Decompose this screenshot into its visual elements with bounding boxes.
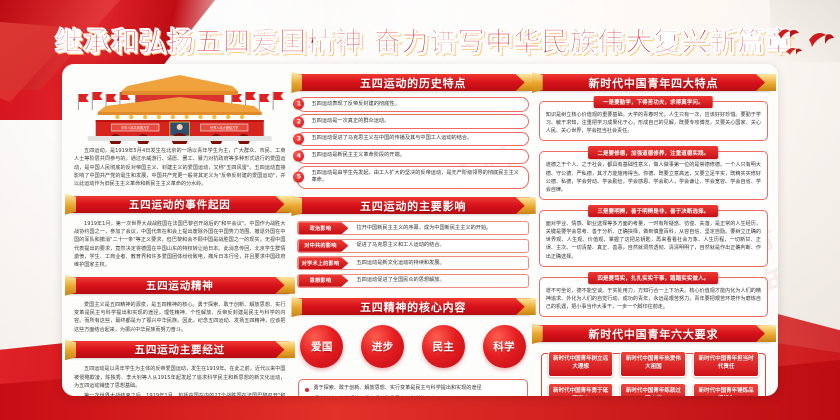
section-heading-process: 五四运动主要经过 <box>70 341 290 359</box>
section-heading-label: 五四精神的核心内容 <box>359 300 467 314</box>
process-paragraph-2: 第一次世界大战结束之后，1919年1月，包括中国在内的27个战胜国在法国巴黎召开… <box>84 392 286 397</box>
process-paragraph-1: 五四运动是以青年学生为主体的反帝爱国运动，发生在1919年。在此之前，近代以来中… <box>74 366 286 389</box>
feature-body: 道德之于个人、之于社会，都具有基础性意义，做人做事第一位的是崇德修德。一个人只有… <box>545 162 761 193</box>
gate-right-slogan: 世界人民大团结万岁 <box>210 125 238 130</box>
core-spirit-circles: 爱国 进步 民主 科学 <box>296 319 529 372</box>
intro-text: 五四运动，是1919年5月4日发生在北京的一场以青年学生为主，广大群众、市民、工… <box>74 148 286 187</box>
item-number-badge: 2 <box>293 116 305 128</box>
list-item: 5 五四运动是由学生先发起，由工人扩大的坚决的反帝运动，是无产阶级领导的彻底民主… <box>293 166 529 189</box>
item-text: 五四运动是一次真正的群众运动。 <box>311 117 390 124</box>
tiananmen-illustration: 中华人民共和国万岁 世界人民大团结万岁 <box>70 72 289 144</box>
list-item: 4 五四运动是新民主主义革命阶段的开端。 <box>293 148 529 164</box>
feature-label: 四是要笃实，扎扎实实干事，踏踏实实做人。 <box>588 271 719 285</box>
bullet-text: 勇于探索、敢于创新、解放思想、实行变革是民主与科学提出和实现的途径 <box>313 385 482 392</box>
impact-tag: 思想影响 <box>298 275 348 287</box>
impact-tag: 对学术上的影响 <box>298 257 348 269</box>
section-heading-youth-features: 新时代中国青年四大特点 <box>536 74 770 91</box>
impact-tag: 政治影响 <box>298 222 348 234</box>
section-heading-six-requirements: 新时代中国青年六大要求 <box>536 325 770 343</box>
feature-card-2: 二是要修德，加强道德修养，注重道德实践。 道德之于个人、之于社会，都具有基础性意… <box>538 146 768 200</box>
item-number-badge: 4 <box>293 150 305 162</box>
spirit-body: 爱国主义是五四精神的源泉，是五四精神的核心。勇于探索、敢于创新、解放思想、实行变… <box>70 298 289 338</box>
bullet-dot-icon <box>305 387 310 392</box>
section-heading-label: 五四运动的事件起因 <box>128 198 231 211</box>
list-item: 1 五四运动表现了反帝反封建的彻底性。 <box>293 97 529 112</box>
feature-card-3: 三是要明辨，善于明辨是非，善于决断选择。 面对学业、情感、职业选择等多方面的考量… <box>538 204 768 267</box>
item-text: 五四运动是由学生先发起，由工人扩大的坚决的反帝运动，是无产阶级领导的彻底民主主义… <box>311 169 519 184</box>
item-text: 五四运动是新民主主义革命阶段的开端。 <box>311 152 405 159</box>
requirement-cell: 新时代中国青年锤炼品德修为 <box>693 383 759 396</box>
middle-column: 五四运动的历史特点 1 五四运动表现了反帝反封建的彻底性。 2 五四运动是一次真… <box>293 70 530 396</box>
core-circle-patriotism: 爱国 <box>300 325 344 369</box>
feature-label: 三是要明辨，善于明辨是非，善于决断选择。 <box>588 204 719 218</box>
list-item: 思想影响 五四运动促进了全国民众的思想解放。 <box>297 273 529 288</box>
feature-label: 一是要勤学，下得苦功夫，求得真学问。 <box>594 96 713 109</box>
page-header: 继承和弘扬五四爱国精神 奋力谱写中华民族伟大复兴新篇章 <box>0 14 840 66</box>
core-spirit-bullets: 勇于探索、敢于创新、解放思想、实行变革是民主与科学提出和实现的途径 理性精神、个… <box>298 379 528 396</box>
item-number-badge: 3 <box>293 133 305 145</box>
section-heading-historical-features: 五四运动的历史特点 <box>296 74 530 91</box>
left-column: 中华人民共和国万岁 世界人民大团结万岁 五四运动，是1919年5月4日发生在北京… <box>70 70 290 396</box>
page-title: 继承和弘扬五四爱国精神 奋力谱写中华民族伟大复兴新篇章 <box>55 26 794 58</box>
feature-card-1: 一是要勤学，下得苦功夫，求得真学问。 知识是树立核心价值观的重要基础。大学的青春… <box>538 96 768 142</box>
title-container: 继承和弘扬五四爱国精神 奋力谱写中华民族伟大复兴新篇章 <box>55 16 793 62</box>
requirement-cell: 新时代中国青年练就过硬本领 <box>620 383 687 396</box>
list-item: 勇于探索、敢于创新、解放思想、实行变革是民主与科学提出和实现的途径 <box>305 385 520 393</box>
right-column: 新时代中国青年四大特点 一是要勤学，下得苦功夫，求得真学问。 知识是树立核心价值… <box>536 70 770 396</box>
requirement-cell: 新时代中国青年热爱伟大祖国 <box>620 351 687 378</box>
main-impact-list: 政治影响 拉开中国新民主主义的序幕，成为中国新民主主义的开始。 对中共的影响 促… <box>296 218 529 294</box>
gate-left-slogan: 中华人民共和国万岁 <box>121 125 149 130</box>
cause-paragraph: 1919年1月，第一次世界大战战胜国在法国巴黎召开战后的"和平会议"。中国作为战… <box>74 220 286 268</box>
section-heading-label: 五四运动的历史特点 <box>359 76 467 90</box>
section-heading-label: 五四运动主要经过 <box>134 344 225 357</box>
item-number-badge: 1 <box>293 98 305 110</box>
impact-tag: 对中共的影响 <box>298 240 348 252</box>
core-circle-science: 科学 <box>482 325 526 369</box>
impact-text: 五四运动是新文化运动的持续和发展。 <box>356 259 445 266</box>
requirement-cell: 新时代中国青年担当时代责任 <box>693 351 759 378</box>
section-heading-label: 五四运动精神 <box>145 279 214 292</box>
item-number-badge: 5 <box>293 171 305 183</box>
feature-card-4: 四是要笃实，扎扎实实干事，踏踏实实做人。 道不可坐论，德不能空谈。于实处用力，方… <box>538 271 768 318</box>
intro-paragraph: 五四运动，是1919年5月4日发生在北京的一场以青年学生为主，广大群众、市民、工… <box>70 144 289 192</box>
core-circle-progress: 进步 <box>361 325 405 369</box>
section-heading-main-impact: 五四运动的主要影响 <box>296 197 530 215</box>
section-heading-label: 新时代中国青年四大特点 <box>588 76 719 90</box>
impact-text: 拉开中国新民主主义的序幕，成为中国新民主主义的开始。 <box>356 224 492 231</box>
cause-body: 1919年1月，第一次世界大战战胜国在法国巴黎召开战后的"和平会议"。中国作为战… <box>70 217 289 273</box>
feature-body: 面对学业、情感、职业选择等多方面的考量，一时有所疑惑、彷徨、失落，是正常的人生经… <box>545 220 761 260</box>
feature-body: 知识是树立核心价值观的重要基础。大学的青春时光，人生只有一次，应该好好珍惜。要勤… <box>545 112 761 135</box>
section-heading-core-content: 五四精神的核心内容 <box>296 298 530 316</box>
six-requirements-grid: 新时代中国青年树立远大理想 新时代中国青年热爱伟大祖国 新时代中国青年担当时代责… <box>547 351 759 396</box>
impact-text: 五四运动促进了全国民众的思想解放。 <box>356 277 445 284</box>
list-item: 对学术上的影响 五四运动是新文化运动的持续和发展。 <box>297 256 529 271</box>
list-item: 政治影响 拉开中国新民主主义的序幕，成为中国新民主主义的开始。 <box>297 221 529 236</box>
feature-label: 二是要修德，加强道德修养，注重道德实践。 <box>588 146 719 159</box>
process-body: 五四运动是以青年学生为主体的反帝爱国运动，发生在1919年。在此之前，近代以来中… <box>70 362 289 396</box>
item-text: 五四运动促进了马克思主义在中国的传播及其与中国工人运动的结合。 <box>311 135 473 142</box>
list-item: 3 五四运动促进了马克思主义在中国的传播及其与中国工人运动的结合。 <box>293 131 529 147</box>
list-item: 对中共的影响 促进了马克思主义和工人运动的结合。 <box>297 238 529 253</box>
core-circle-democracy: 民主 <box>421 325 465 369</box>
impact-text: 促进了马克思主义和工人运动的结合。 <box>356 242 445 249</box>
requirement-cell: 新时代中国青年勇于砥砺奋斗 <box>547 383 614 396</box>
section-heading-spirit: 五四运动精神 <box>70 276 290 294</box>
flying-birds-icon <box>778 29 834 55</box>
section-heading-cause: 五四运动的事件起因 <box>70 195 290 213</box>
content-card: 五四 青年 <box>62 64 778 396</box>
feature-body: 道不可坐论，德不能空谈。于实处用力，方知行合一上下功夫。核心价值观才能内化为人们… <box>545 287 761 310</box>
list-item: 2 五四运动是一次真正的群众运动。 <box>293 114 529 130</box>
six-requirements-grid-wrap: 新时代中国青年树立远大理想 新时代中国青年热爱伟大祖国 新时代中国青年担当时代责… <box>540 349 766 396</box>
item-text: 五四运动表现了反帝反封建的彻底性。 <box>311 100 400 107</box>
requirement-cell: 新时代中国青年树立远大理想 <box>547 351 614 378</box>
historical-features-list: 1 五四运动表现了反帝反封建的彻底性。 2 五四运动是一次真正的群众运动。 3 … <box>293 95 529 193</box>
spirit-paragraph: 爱国主义是五四精神的源泉，是五四精神的核心。勇于探索、敢于创新、解放思想、实行变… <box>74 301 286 333</box>
section-heading-label: 五四运动的主要影响 <box>359 199 467 213</box>
section-heading-label: 新时代中国青年六大要求 <box>588 327 719 341</box>
